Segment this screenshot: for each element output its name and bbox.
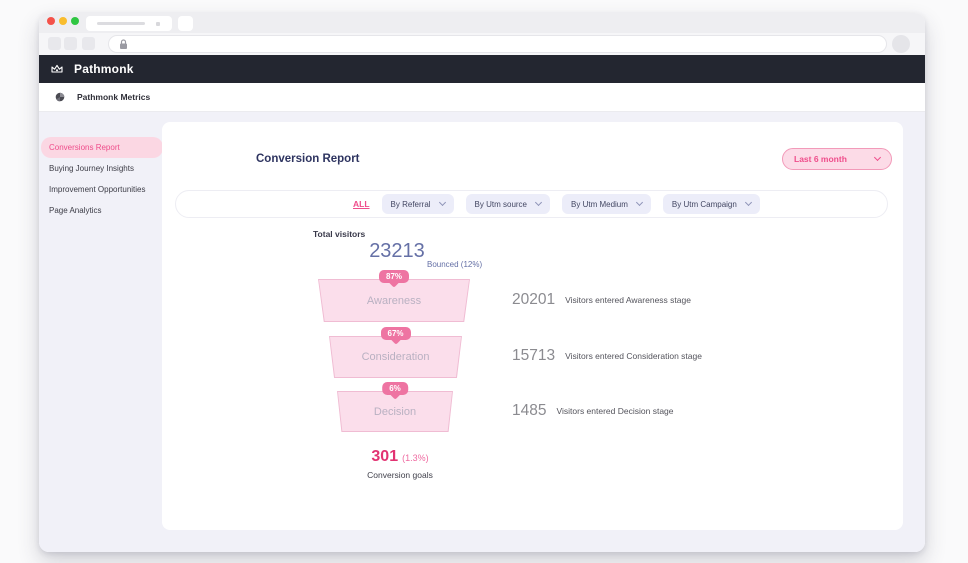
stage-value: 15713 [512,347,556,364]
conversion-goals-block: 301 (1.3%) Conversion goals [300,448,500,480]
address-bar[interactable] [108,35,887,53]
page-title: Conversion Report [256,153,360,165]
stage-percent-badge: 67% [380,327,411,340]
chevron-down-icon [873,153,882,162]
date-range-value: Last 6 month [794,154,847,164]
chevron-down-icon [438,198,446,207]
filter-all-link[interactable]: ALL [353,199,370,209]
filter-dropdown-label: By Utm Campaign [671,199,737,209]
total-visitors-value: 23213 [369,240,425,262]
filter-dropdown-label: By Referral [390,199,431,209]
browser-window: Pathmonk Pathmonk Metrics Conversions Re… [39,13,925,552]
chevron-down-icon [534,198,543,207]
stage-value: 1485 [512,402,547,419]
stage-name: Consideration [361,351,430,363]
sidebar-item-label: Improvement Opportunities [49,185,146,194]
bounced-label: Bounced (12%) [427,260,483,269]
funnel-stage-awareness: Awareness 87% [318,270,470,322]
filter-dropdown-utm-medium[interactable]: By Utm Medium [562,194,651,214]
filter-dropdown-utm-campaign[interactable]: By Utm Campaign [662,194,760,214]
conversion-value: 301 [371,448,399,465]
close-window-button[interactable] [47,17,55,25]
browser-tab-strip [39,13,925,33]
browser-tab[interactable] [86,16,172,31]
filter-dropdown-referral[interactable]: By Referral [381,194,454,214]
filter-dropdown-label: By Utm Medium [571,199,628,209]
metrics-bar[interactable]: Pathmonk Metrics [39,83,925,112]
metrics-bar-label: Pathmonk Metrics [77,92,151,102]
sidebar-item-page-analytics[interactable]: Page Analytics [41,200,163,221]
filter-dropdown-utm-source[interactable]: By Utm source [465,194,551,214]
tab-title-placeholder [97,22,145,25]
new-tab-button[interactable] [178,16,193,31]
zoom-window-button[interactable] [71,17,79,25]
chevron-down-icon [635,198,643,207]
sidebar-item-improvement-opportunities[interactable]: Improvement Opportunities [41,179,163,200]
dashboard-page: Conversions Report Buying Journey Insigh… [39,112,925,552]
stage-name: Awareness [366,294,422,307]
sidebar-item-label: Page Analytics [49,206,102,215]
conversion-percent: (1.3%) [402,453,429,463]
stage-description: Visitors entered Consideration stage [565,351,702,361]
funnel-stage-decision: Decision 6% [337,382,453,432]
tab-favicon-placeholder [156,22,160,26]
stage-percent-badge: 87% [378,270,410,283]
minimize-window-button[interactable] [59,17,67,25]
app-navbar: Pathmonk [39,55,925,83]
stage-stats-consideration: 15713 Visitors entered Consideration sta… [512,347,702,365]
stage-stats-awareness: 20201 Visitors entered Awareness stage [512,291,691,309]
funnel-trapezoid-fill: Awareness [319,280,469,321]
pie-chart-icon [55,92,65,102]
filter-bar: ALL By Referral By Utm source By Utm Med… [175,190,888,218]
stage-name: Decision [373,405,417,418]
stage-description: Visitors entered Awareness stage [565,295,691,305]
funnel-stage-consideration: Consideration 67% [329,327,462,378]
conversion-label: Conversion goals [367,470,433,480]
sidebar-item-conversions-report[interactable]: Conversions Report [41,137,163,158]
reload-button[interactable] [82,37,95,50]
date-range-dropdown[interactable]: Last 6 month [782,148,892,170]
back-button[interactable] [48,37,61,50]
sidebar-item-label: Buying Journey Insights [49,164,134,173]
app-brand: Pathmonk [74,62,134,76]
total-visitors-label: Total visitors [313,229,366,239]
chevron-down-icon [744,198,752,207]
stage-stats-decision: 1485 Visitors entered Decision stage [512,402,674,420]
padlock-icon [120,39,127,49]
profile-avatar[interactable] [892,35,910,53]
filter-dropdown-label: By Utm source [474,199,528,209]
sidebar-item-buying-journey-insights[interactable]: Buying Journey Insights [41,158,163,179]
sidebar: Conversions Report Buying Journey Insigh… [41,137,163,221]
forward-button[interactable] [64,37,77,50]
sidebar-item-label: Conversions Report [49,143,120,152]
stage-description: Visitors entered Decision stage [556,406,674,416]
stage-value: 20201 [512,291,556,308]
pathmonk-crown-icon [50,63,64,76]
stage-percent-badge: 6% [382,382,408,395]
report-card: Conversion Report Last 6 month ALL By Re… [162,122,903,530]
funnel-trapezoid-fill: Consideration [330,337,461,377]
browser-toolbar [39,33,925,55]
